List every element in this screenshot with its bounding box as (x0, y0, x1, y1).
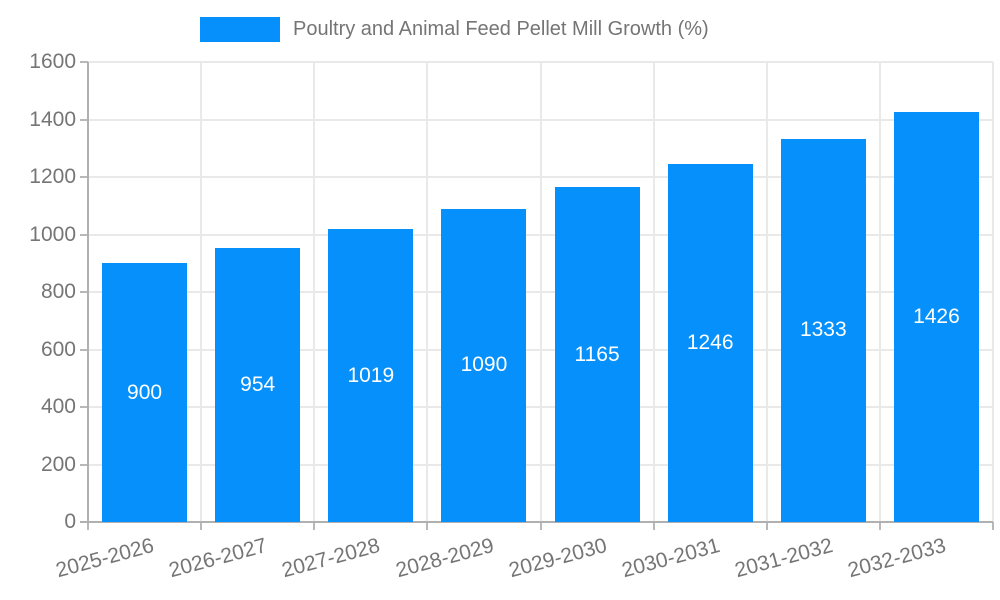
x-axis-tick-label: 2030-2031 (619, 534, 723, 583)
x-axis-tick-label: 2031-2032 (732, 534, 836, 583)
y-axis-tick-label: 800 (40, 280, 76, 303)
x-axis-tick (87, 522, 89, 530)
y-axis-tick-label: 400 (40, 395, 76, 418)
bar[interactable]: 1019 (328, 229, 414, 522)
y-axis-tick (80, 61, 88, 63)
bar-value-label: 1246 (686, 330, 734, 354)
y-axis-tick (80, 291, 88, 293)
bar-value-label: 1090 (460, 353, 508, 377)
bar-value-label: 1426 (913, 305, 960, 328)
x-axis-tick-label: 2026-2027 (166, 534, 270, 583)
bar[interactable]: 1246 (667, 163, 753, 522)
x-axis-tick-label: 2025-2026 (53, 534, 157, 583)
x-axis-tick (313, 522, 316, 530)
x-axis-tick (652, 522, 655, 530)
v-gridline (426, 62, 429, 522)
bar-value-label: 954 (240, 372, 276, 396)
bar-value-label: 900 (127, 380, 163, 404)
x-axis-tick (426, 522, 429, 530)
x-axis-tick (765, 522, 768, 530)
y-axis-tick (80, 406, 88, 408)
x-axis-tick-label: 2032-2033 (845, 534, 949, 583)
v-gridline (313, 62, 316, 522)
y-axis-tick-label: 1000 (29, 222, 76, 246)
y-axis-tick (80, 118, 88, 121)
bar-value-label: 1333 (799, 318, 847, 342)
bar[interactable]: 1165 (554, 187, 640, 522)
y-axis-tick-label: 600 (40, 337, 76, 361)
y-axis-tick (80, 463, 88, 466)
y-axis-tick-label: 1200 (29, 165, 76, 188)
bar[interactable]: 1426 (893, 112, 979, 522)
y-axis-tick-label: 1400 (29, 107, 76, 131)
y-axis-tick-label: 1600 (29, 50, 76, 73)
y-axis-tick (80, 348, 88, 351)
bar-value-label: 1165 (574, 342, 620, 366)
legend-swatch (200, 17, 280, 42)
x-axis-tick (539, 522, 542, 530)
v-gridline (765, 62, 768, 522)
x-axis-tick (200, 522, 203, 530)
y-axis-tick-label: 200 (40, 452, 76, 476)
v-gridline (200, 62, 203, 522)
v-gridline (652, 62, 655, 522)
x-axis-tick-label: 2027-2028 (279, 534, 383, 583)
bar[interactable]: 1333 (780, 138, 866, 522)
v-gridline (878, 62, 881, 522)
y-axis-tick-label: 0 (64, 510, 76, 533)
v-gridline (992, 62, 994, 522)
x-axis-tick-label: 2029-2030 (506, 534, 610, 583)
legend-label: Poultry and Animal Feed Pellet Mill Grow… (293, 18, 709, 40)
bar[interactable]: 1090 (441, 208, 527, 522)
x-axis-tick (992, 522, 994, 530)
x-axis-tick-label: 2028-2029 (392, 534, 496, 583)
bar[interactable]: 954 (215, 247, 301, 522)
y-axis-tick (80, 176, 88, 178)
v-gridline (539, 62, 542, 522)
bar[interactable]: 900 (102, 263, 188, 522)
bar-value-label: 1019 (347, 363, 395, 387)
x-axis-tick (878, 522, 881, 530)
legend-item[interactable]: Poultry and Animal Feed Pellet Mill Grow… (200, 17, 709, 42)
x-axis-line (80, 521, 993, 523)
y-axis-tick (80, 233, 88, 236)
y-axis-line (87, 62, 89, 522)
